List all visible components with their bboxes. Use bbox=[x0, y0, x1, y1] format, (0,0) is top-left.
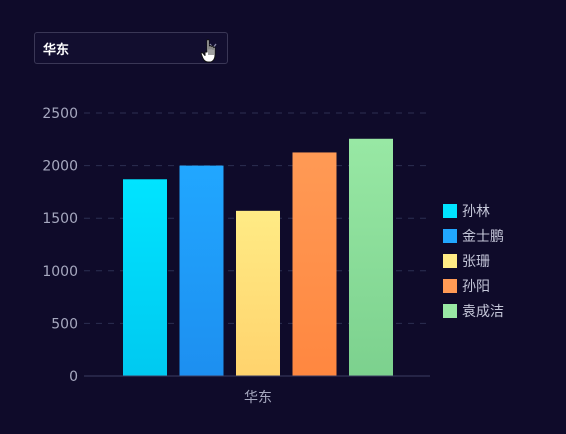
legend-label: 孙阳 bbox=[462, 279, 490, 295]
bar-孙阳[interactable] bbox=[292, 152, 337, 376]
legend-label: 金士鹏 bbox=[462, 229, 504, 245]
bar-孙林[interactable] bbox=[123, 179, 167, 376]
y-axis-ticks: 0 500 1000 1500 2000 2500 bbox=[42, 106, 78, 385]
legend-swatch bbox=[443, 279, 457, 293]
hand-cursor-icon bbox=[200, 39, 216, 63]
legend-label: 张珊 bbox=[462, 254, 490, 270]
y-tick-label: 1000 bbox=[42, 264, 78, 280]
y-tick-label: 2000 bbox=[42, 159, 78, 175]
legend-swatch bbox=[443, 204, 457, 218]
legend-item-袁成洁[interactable]: 袁成洁 bbox=[443, 304, 504, 320]
y-tick-label: 2500 bbox=[42, 106, 78, 122]
y-tick-label: 1500 bbox=[42, 211, 78, 227]
region-select[interactable]: 华东 bbox=[34, 32, 228, 64]
bar-张珊[interactable] bbox=[236, 210, 280, 376]
x-axis-ticks: 华东 bbox=[244, 390, 272, 406]
bar-袁成洁[interactable] bbox=[349, 138, 393, 376]
legend-swatch bbox=[443, 229, 457, 243]
bars bbox=[123, 138, 393, 376]
region-select-value: 华东 bbox=[43, 42, 70, 58]
bar-金士鹏[interactable] bbox=[179, 165, 224, 376]
x-tick-label: 华东 bbox=[244, 390, 272, 406]
legend-label: 孙林 bbox=[462, 204, 490, 220]
legend-item-孙阳[interactable]: 孙阳 bbox=[443, 279, 490, 295]
y-tick-label: 0 bbox=[69, 369, 78, 385]
legend-label: 袁成洁 bbox=[462, 304, 504, 320]
legend-item-孙林[interactable]: 孙林 bbox=[443, 204, 490, 220]
legend-item-张珊[interactable]: 张珊 bbox=[443, 254, 490, 270]
y-tick-label: 500 bbox=[51, 316, 78, 332]
legend-item-金士鹏[interactable]: 金士鹏 bbox=[443, 229, 504, 245]
legend-swatch bbox=[443, 304, 457, 318]
legend-swatch bbox=[443, 254, 457, 268]
